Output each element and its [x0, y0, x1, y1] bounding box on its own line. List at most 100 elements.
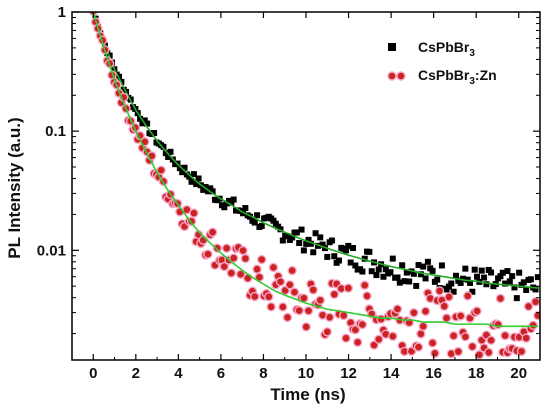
data-point [240, 253, 251, 264]
data-point [289, 287, 300, 297]
data-point [527, 276, 534, 283]
series-cspbbr3 [90, 12, 540, 302]
x-tick-label: 2 [132, 365, 140, 382]
data-point [137, 115, 144, 122]
data-point [335, 257, 342, 264]
data-point [478, 267, 485, 274]
data-point [305, 236, 312, 243]
data-point [264, 292, 274, 302]
axes: 0 2 4 6 8 10 12 14 16 18 20 1 0.1 0.01 [37, 4, 541, 382]
data-point [347, 259, 354, 266]
data-point [453, 346, 464, 357]
data-point [160, 143, 167, 150]
data-point [472, 306, 482, 316]
data-point [331, 253, 338, 260]
data-point [439, 301, 449, 311]
data-point [209, 188, 216, 195]
data-point [350, 325, 361, 335]
data-point [284, 233, 291, 240]
legend-marker-cspbbr3 [388, 43, 396, 51]
data-point [424, 258, 431, 265]
data-point [230, 196, 237, 203]
data-point [427, 338, 438, 348]
y-tick-label: 0.01 [37, 242, 66, 259]
data-point [359, 268, 366, 275]
data-point [464, 276, 471, 283]
data-point [268, 262, 279, 273]
x-tick-label: 12 [340, 365, 357, 382]
x-tick-label: 0 [89, 365, 97, 382]
x-tick-label: 4 [174, 365, 183, 382]
data-point [382, 266, 389, 273]
data-point [238, 245, 248, 256]
series-cspbbr3-zn [88, 12, 540, 360]
data-point [303, 306, 314, 316]
data-point [317, 234, 324, 241]
data-point [409, 308, 419, 318]
data-point [462, 291, 473, 301]
data-point [513, 295, 520, 302]
data-point [345, 242, 352, 249]
data-point [413, 342, 424, 352]
x-tick-label: 18 [468, 365, 485, 382]
data-point [240, 210, 247, 217]
data-point [401, 278, 408, 285]
data-point [467, 279, 474, 286]
data-point [430, 348, 440, 358]
data-point [520, 279, 527, 286]
data-point [448, 331, 459, 341]
data-point [324, 253, 331, 260]
data-point [486, 335, 496, 346]
data-point [303, 240, 310, 247]
data-point [459, 275, 466, 282]
data-point [328, 237, 335, 244]
legend-label-cspbbr3: CsPbBr3 [418, 39, 475, 59]
x-tick-label: 16 [425, 365, 442, 382]
data-point [221, 243, 232, 253]
data-point [434, 286, 445, 296]
data-point [298, 226, 305, 233]
data-point [293, 229, 300, 236]
fit-line [92, 12, 538, 289]
data-point [307, 240, 314, 247]
data-point [342, 247, 349, 254]
data-point [521, 333, 531, 343]
data-point [406, 278, 413, 285]
data-point [266, 302, 276, 312]
data-point [277, 226, 284, 233]
data-point [186, 173, 193, 180]
data-point [441, 313, 452, 323]
data-point [151, 130, 158, 137]
x-tick-label: 20 [510, 365, 527, 382]
data-point [403, 269, 410, 276]
data-point [270, 217, 277, 224]
data-point [380, 273, 387, 280]
data-point [289, 234, 296, 241]
data-point [481, 274, 488, 281]
data-point [156, 165, 166, 175]
data-point [506, 278, 513, 285]
data-point [374, 334, 384, 345]
data-point [319, 241, 326, 248]
data-point [278, 302, 288, 312]
data-point [181, 164, 188, 171]
y-tick-label: 0.1 [45, 123, 66, 140]
data-point [533, 310, 540, 321]
data-point [516, 346, 527, 357]
data-point [301, 322, 311, 332]
x-tick-label: 14 [383, 365, 400, 382]
data-point [258, 222, 265, 229]
data-point [352, 262, 359, 269]
data-point [396, 279, 403, 286]
data-point [141, 117, 148, 124]
data-point [434, 276, 441, 283]
data-point [219, 261, 230, 272]
data-point [523, 286, 530, 293]
data-point [422, 275, 429, 282]
data-point [296, 240, 303, 247]
data-point [362, 291, 372, 301]
data-point [467, 341, 478, 352]
data-point [483, 281, 490, 288]
data-point [420, 306, 431, 316]
